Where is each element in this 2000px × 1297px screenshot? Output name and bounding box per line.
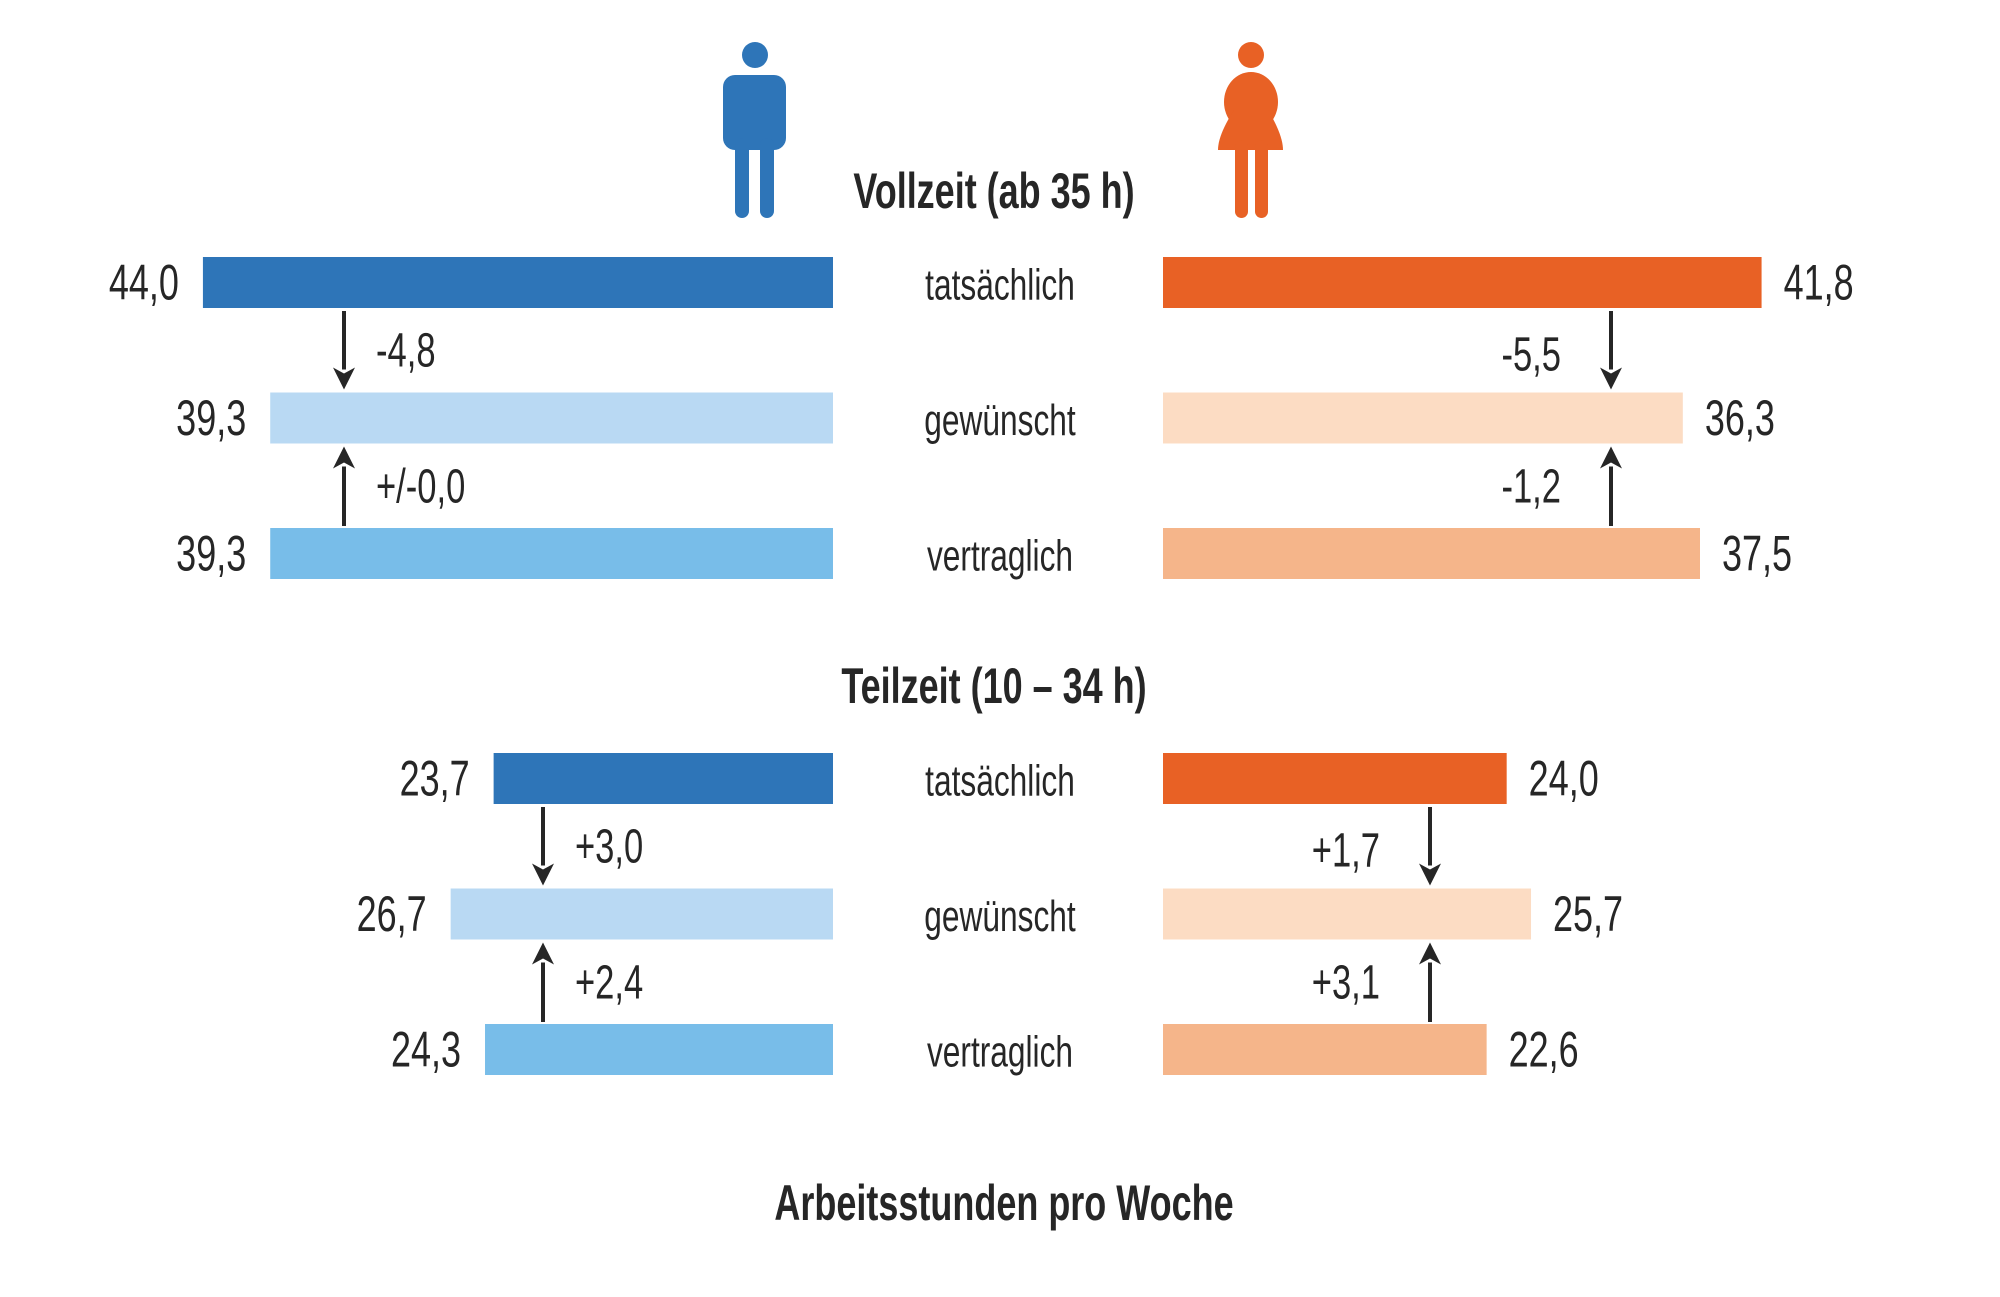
value-label-male: 44,0	[109, 256, 179, 311]
panel-title: Teilzeit (10 – 34 h)	[841, 659, 1146, 714]
bar-male-gewünscht	[450, 888, 833, 940]
value-label-female: 24,0	[1529, 752, 1599, 807]
category-label: vertraglich	[927, 1027, 1073, 1076]
arrow-head	[333, 446, 355, 469]
bar-male-vertraglich	[485, 1024, 833, 1075]
value-label-female: 37,5	[1722, 527, 1792, 582]
arrow-head	[1419, 863, 1441, 886]
value-label-male: 39,3	[176, 527, 246, 582]
arrow-head	[532, 863, 554, 886]
arrow-head	[1600, 446, 1622, 469]
panel-teilzeit: Teilzeit (10 – 34 h) tatsächlich 23,7 24,0…	[357, 659, 1623, 1078]
delta-label-male: +2,4	[575, 955, 643, 1009]
arrow-down-female	[1419, 807, 1441, 886]
value-label-female: 22,6	[1509, 1023, 1579, 1078]
bar-male-tatsächlich	[493, 753, 833, 804]
arrow-head	[1600, 367, 1622, 390]
category-label: tatsächlich	[925, 756, 1075, 805]
panel-title: Vollzeit (ab 35 h)	[853, 164, 1134, 219]
delta-label-female: -5,5	[1501, 327, 1561, 381]
arrow-up-male	[333, 446, 355, 526]
delta-label-female: +3,1	[1312, 955, 1380, 1009]
man-icon	[723, 42, 786, 218]
value-label-male: 39,3	[176, 391, 246, 446]
delta-label-male: +3,0	[575, 819, 643, 873]
arrow-up-female	[1600, 446, 1622, 526]
delta-label-male: -4,8	[376, 323, 436, 377]
bar-male-vertraglich	[270, 528, 833, 579]
arrow-down-female	[1600, 311, 1622, 390]
category-label: gewünscht	[924, 892, 1076, 941]
bar-female-tatsächlich	[1163, 257, 1762, 308]
category-label: vertraglich	[927, 531, 1073, 580]
arrow-up-male	[532, 942, 554, 1022]
bar-female-gewünscht	[1163, 888, 1532, 940]
value-label-male: 23,7	[400, 752, 470, 807]
arrow-up-female	[1419, 942, 1441, 1022]
delta-label-female: +1,7	[1312, 823, 1380, 877]
value-label-male: 24,3	[391, 1023, 461, 1078]
delta-label-male: +/-0,0	[376, 459, 465, 513]
value-label-female: 25,7	[1553, 887, 1623, 942]
bar-male-tatsächlich	[202, 257, 834, 308]
panel-vollzeit: Vollzeit (ab 35 h) tatsächlich 44,0 41,8 ge…	[109, 164, 1854, 582]
woman-icon	[1218, 42, 1283, 218]
arrow-head	[532, 942, 554, 965]
value-label-female: 36,3	[1705, 391, 1775, 446]
arrow-head	[1419, 942, 1441, 965]
bar-female-gewünscht	[1163, 392, 1683, 444]
value-label-male: 26,7	[357, 887, 427, 942]
delta-label-female: -1,2	[1501, 459, 1561, 513]
arrow-down-male	[532, 807, 554, 886]
bar-female-tatsächlich	[1163, 753, 1507, 804]
arrow-down-male	[333, 311, 355, 390]
bar-female-vertraglich	[1163, 528, 1700, 579]
category-label: tatsächlich	[925, 260, 1075, 309]
bar-male-gewünscht	[270, 392, 833, 444]
bar-female-vertraglich	[1163, 1024, 1487, 1075]
category-label: gewünscht	[924, 396, 1076, 445]
arrow-head	[333, 367, 355, 390]
x-axis-label: Arbeitsstunden pro Woche	[774, 1176, 1233, 1231]
value-label-female: 41,8	[1784, 256, 1854, 311]
